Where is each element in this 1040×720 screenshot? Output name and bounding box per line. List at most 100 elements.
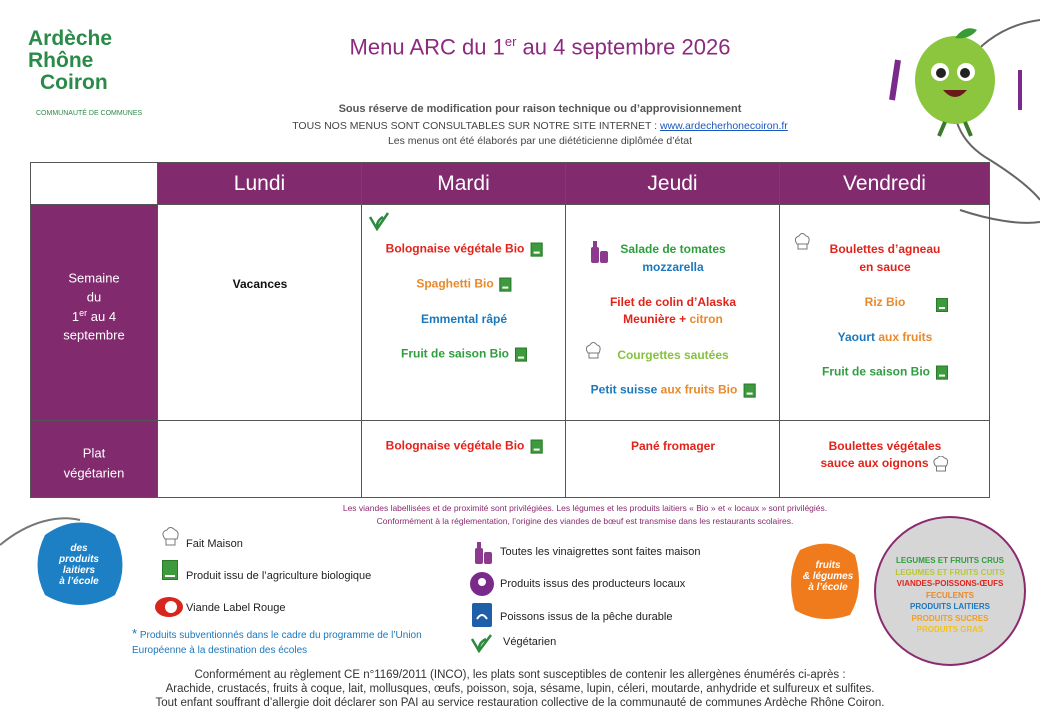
- local-icon: [470, 572, 494, 596]
- food-group: LEGUMES ET FRUITS CRUS: [895, 556, 1004, 565]
- legend-item: Fait Maison: [186, 538, 243, 550]
- dish: Bolognaise végétale Bio: [386, 242, 543, 257]
- badge-line: des: [70, 543, 88, 554]
- bio-icon: [936, 365, 949, 380]
- food-groups: LEGUMES ET FRUITS CRUS LEGUMES ET FRUITS…: [880, 555, 1020, 636]
- day-header: Jeudi: [565, 162, 780, 205]
- dish-text: aux fruits: [878, 330, 933, 344]
- dish: Boulettes d’agneau: [829, 242, 941, 256]
- dish: Boulettes végétales: [828, 439, 942, 453]
- msc-icon: [472, 603, 492, 627]
- dairy-badge: des produits laitiers à l’école: [48, 543, 110, 587]
- vinaigrette-icon: [475, 542, 492, 564]
- row-label: Plat végétarien: [30, 420, 158, 498]
- footnote: Conformément à la réglementation, l’orig…: [376, 516, 794, 526]
- menu-cell: Boulettes végétales sauce aux oignons: [779, 420, 990, 498]
- title: Menu ARC du 1er au 4 septembre 2026: [0, 34, 1040, 60]
- dish: Vacances: [232, 277, 288, 291]
- footnote: Les viandes labellisées et de proximité …: [342, 503, 828, 513]
- allergen-line: Arachide, crustacés, fruits à coque, lai…: [165, 683, 875, 695]
- eu-note-line: Européenne à la destination des écoles: [132, 645, 308, 656]
- food-group: FECULENTS: [926, 590, 974, 600]
- label-part: er: [79, 307, 88, 318]
- title-part: er: [504, 34, 517, 49]
- dish-text: citron: [689, 312, 723, 326]
- vinaigrette-icon: [591, 241, 608, 263]
- dish: Salade de tomates: [620, 242, 726, 256]
- dish: Fruit de saison Bio: [822, 365, 949, 380]
- label-line: du: [86, 289, 102, 305]
- logo-line: Ardèche: [28, 27, 113, 50]
- label-line: Plat: [82, 445, 106, 461]
- bio-icon: [743, 383, 756, 398]
- homemade-icon: [794, 233, 810, 250]
- menu-cell: Pané fromager: [565, 420, 780, 498]
- bio-icon: [936, 297, 948, 312]
- bio-icon: [499, 277, 512, 292]
- fruit-badge: fruits & légumes à l’école: [796, 560, 860, 593]
- logo-line: Rhône: [28, 49, 94, 72]
- site-line: TOUS NOS MENUS SONT CONSULTABLES SUR NOT…: [0, 120, 1040, 132]
- label-line: Semaine: [68, 270, 120, 286]
- day-header: Lundi: [157, 162, 362, 205]
- label-line: 1er au 4: [72, 308, 116, 324]
- menu-cell: Vacances: [157, 204, 362, 421]
- badge-line: fruits: [815, 560, 841, 571]
- dish: Riz Bio: [864, 295, 906, 309]
- food-group: LEGUMES ET FRUITS CUITS: [895, 567, 1005, 577]
- dish: Spaghetti Bio: [416, 277, 512, 292]
- eu-note-line: Produits subventionnés dans le cadre du …: [137, 630, 422, 641]
- legend-item: Toutes les vinaigrettes sont faites mais…: [500, 546, 701, 558]
- badge-line: & légumes: [802, 571, 854, 582]
- dish-text: Bolognaise végétale Bio: [385, 241, 525, 256]
- dish: Courgettes sautées: [617, 348, 729, 362]
- dish: Meunière + citron: [623, 312, 723, 326]
- logo-line: Coiron: [40, 71, 108, 94]
- food-group: PRODUITS LAITIERS: [909, 602, 990, 611]
- menu-cell: Bolognaise végétale Bio: [361, 420, 566, 498]
- allergens: Conformément au règlement CE n°1169/2011…: [0, 668, 1040, 710]
- dish: mozzarella: [642, 260, 704, 274]
- homemade-icon: [162, 527, 179, 546]
- logo: Ardèche Rhône Coiron: [28, 28, 112, 94]
- food-group: VIANDES-POISSONS-ŒUFS: [896, 579, 1004, 588]
- menu-cell: Bolognaise végétale Bio Spaghetti Bio Em…: [361, 204, 566, 421]
- dish: Pané fromager: [630, 439, 716, 453]
- badge-line: à l’école: [59, 576, 99, 587]
- dish: Petit suisse aux fruits Bio: [591, 383, 756, 398]
- vegetarian-icon: [368, 212, 390, 231]
- allergen-line: Conformément au règlement CE n°1169/2011…: [194, 669, 846, 681]
- dish: en sauce: [859, 260, 911, 274]
- dish-text: aux fruits Bio: [660, 382, 738, 397]
- site-text: TOUS NOS MENUS SONT CONSULTABLES SUR NOT…: [292, 120, 660, 132]
- dish-text: Meunière +: [623, 312, 690, 326]
- legend-item: Produits issus des producteurs locaux: [500, 578, 686, 590]
- allergen-line: Tout enfant souffrant d’allergie doit dé…: [155, 697, 885, 709]
- dish: Emmental râpé: [420, 312, 508, 326]
- dish: sauce aux oignons: [820, 455, 949, 472]
- legend-item: Produit issu de l’agriculture biologique: [186, 570, 372, 582]
- dish-text: Yaourt: [837, 330, 879, 344]
- label-part: au 4: [87, 309, 117, 325]
- site-link[interactable]: www.ardecherhonecoiron.fr: [659, 120, 788, 132]
- homemade-icon: [585, 342, 601, 359]
- dish: Filet de colin d’Alaska: [609, 295, 737, 309]
- bio-icon: [515, 347, 528, 362]
- label-line: végétarien: [63, 465, 125, 481]
- dish: Fruit de saison Bio: [400, 346, 528, 362]
- dish-text: sauce aux oignons: [820, 456, 929, 471]
- day-header: Mardi: [361, 162, 566, 205]
- dish: Bolognaise végétale Bio: [386, 439, 543, 454]
- menu-cell: [157, 420, 362, 498]
- food-group: PRODUITS SUCRES: [911, 613, 989, 623]
- corner-cell: [30, 162, 158, 205]
- menu-cell: Boulettes d’agneau en sauce Riz Bio Yaou…: [779, 204, 990, 421]
- dish-text: Fruit de saison Bio: [400, 346, 510, 361]
- dish-text: Petit suisse: [590, 382, 661, 397]
- title-part: Menu ARC du 1: [349, 34, 505, 60]
- eu-note: * Produits subventionnés dans le cadre d…: [132, 626, 422, 658]
- badge-line: produits: [59, 554, 99, 565]
- legend-item: Viande Label Rouge: [186, 602, 286, 614]
